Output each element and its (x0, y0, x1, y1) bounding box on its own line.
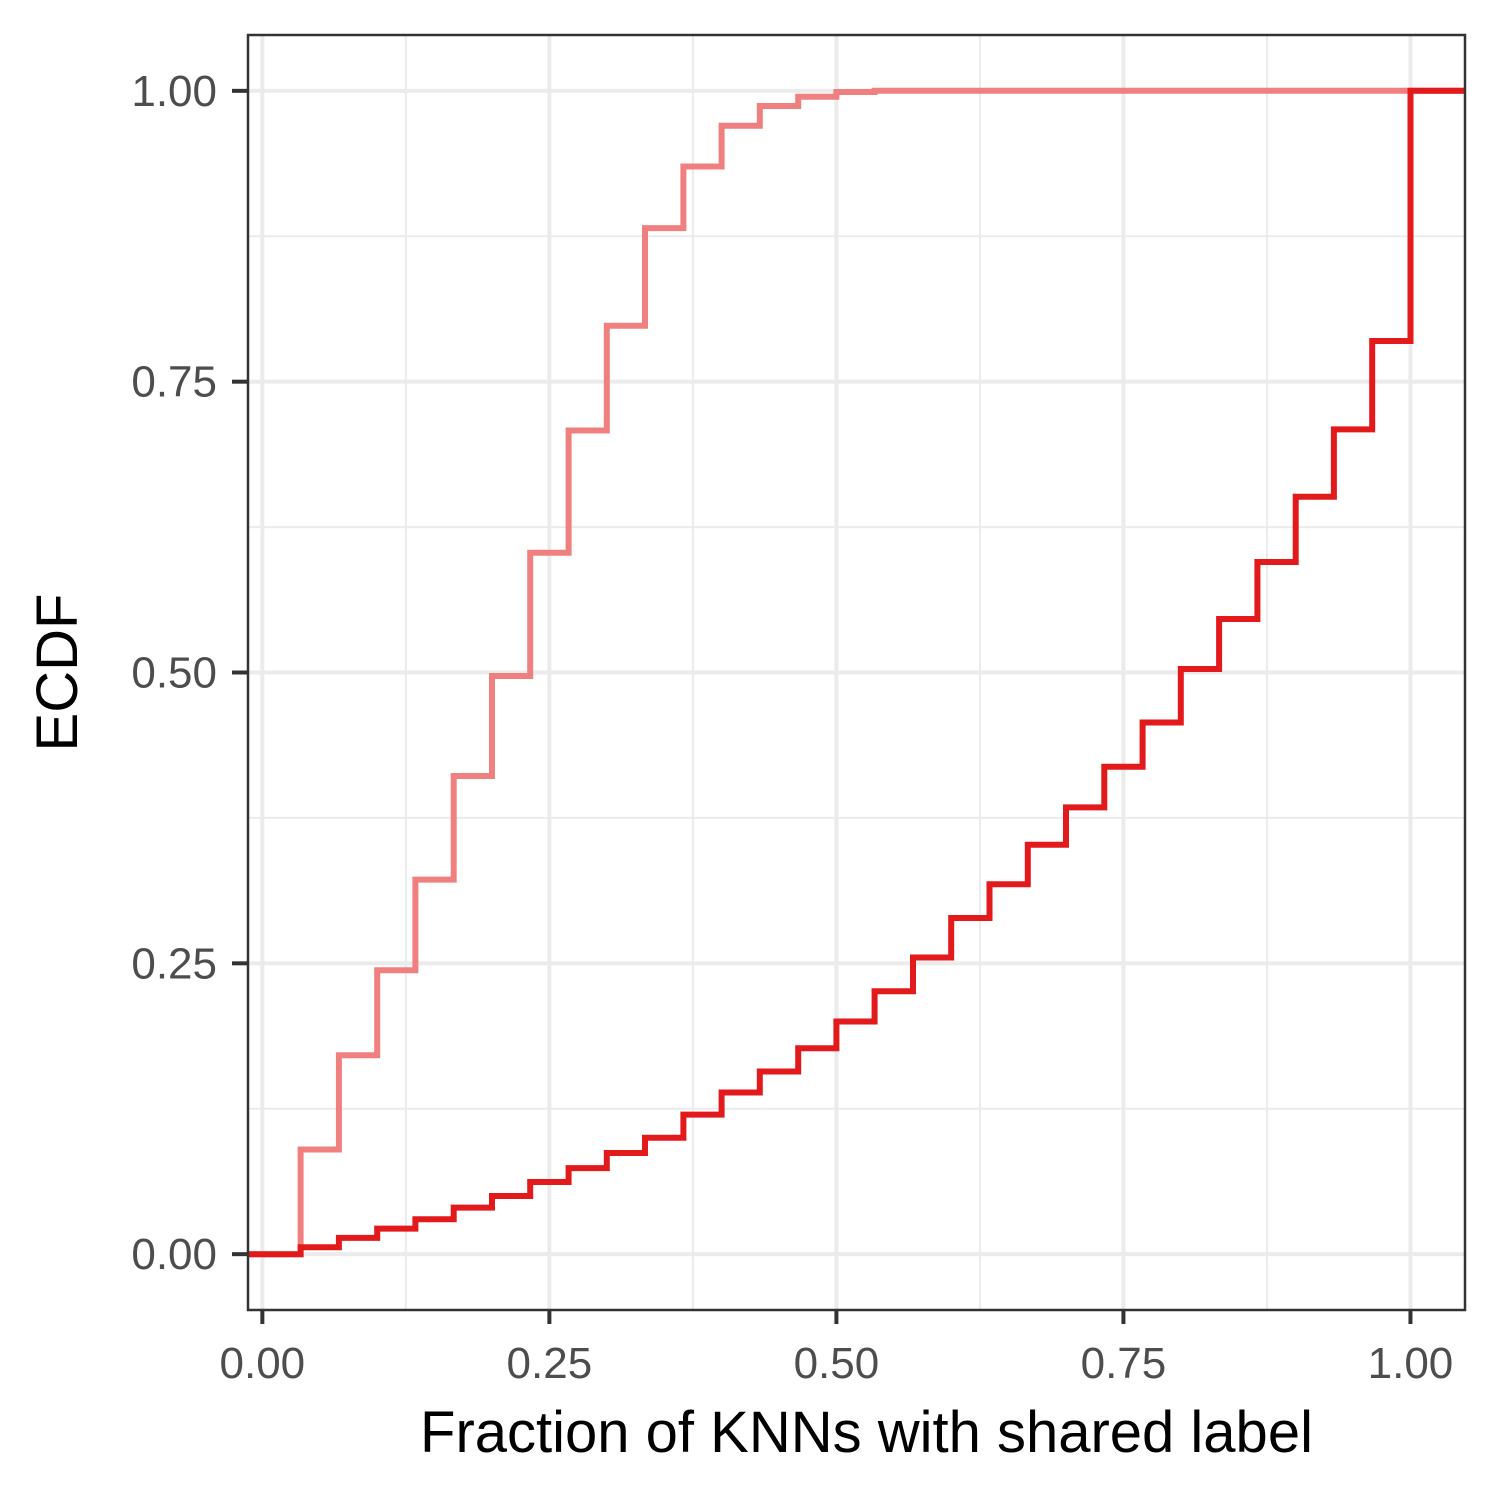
x-tick-label: 0.25 (507, 1339, 593, 1388)
y-tick-label: 0.25 (131, 939, 217, 988)
x-tick-label: 0.00 (220, 1339, 306, 1388)
x-tick-label: 0.75 (1081, 1339, 1167, 1388)
series-layer (248, 87, 1465, 1258)
x-tick-label: 1.00 (1368, 1339, 1454, 1388)
y-tick-label: 1.00 (131, 67, 217, 116)
y-tick-label: 0.00 (131, 1230, 217, 1279)
y-tick-label: 0.50 (131, 649, 217, 698)
y-tick-label: 0.75 (131, 358, 217, 407)
x-tick-label: 0.50 (794, 1339, 880, 1388)
x-axis-title: Fraction of KNNs with shared label (420, 1400, 1313, 1465)
y-axis: 0.00 0.25 0.50 0.75 1.00 (131, 67, 248, 1279)
series-line-1 (248, 87, 1465, 1258)
y-axis-title: ECDF (25, 594, 90, 752)
series-line-2 (248, 87, 1465, 1258)
x-axis: 0.00 0.25 0.50 0.75 1.00 (220, 1310, 1454, 1388)
